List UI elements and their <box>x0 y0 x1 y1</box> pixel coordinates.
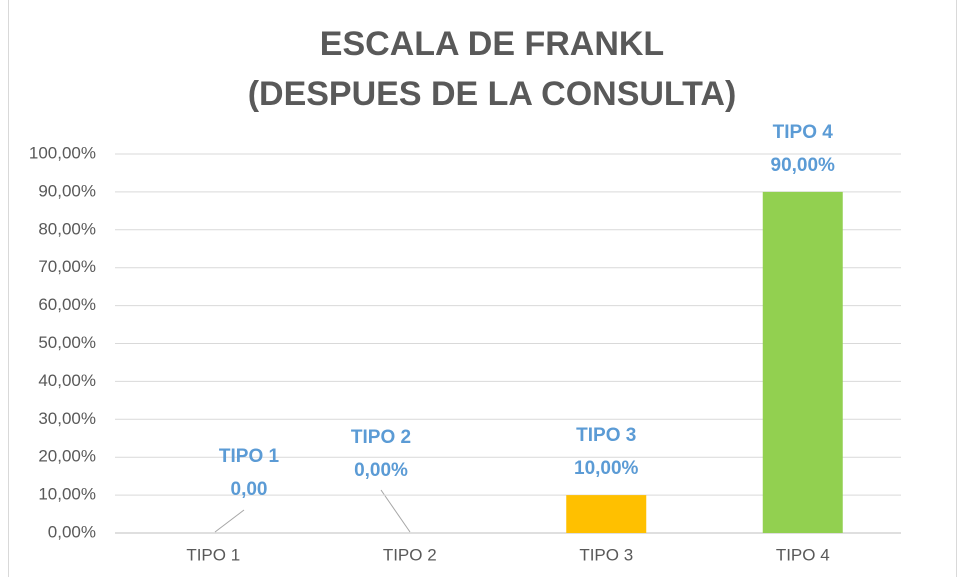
chart-title: ESCALA DE FRANKL <box>320 25 664 63</box>
y-tick-label: 20,00% <box>38 447 96 466</box>
y-tick-label: 40,00% <box>38 371 96 390</box>
data-label: 0,00% <box>354 460 408 481</box>
y-tick-label: 50,00% <box>38 333 96 352</box>
data-label: 90,00% <box>771 155 836 176</box>
data-label-category: TIPO 4 <box>773 122 834 143</box>
x-tick-label: TIPO 1 <box>186 545 240 564</box>
leader-line <box>214 509 245 533</box>
y-tick-label: 60,00% <box>38 295 96 314</box>
y-tick-label: 90,00% <box>38 181 96 200</box>
bar <box>762 191 843 533</box>
leader-line <box>380 489 411 533</box>
y-tick-label: 10,00% <box>38 485 96 504</box>
bar <box>566 495 647 533</box>
y-tick-label: 30,00% <box>38 409 96 428</box>
y-tick-label: 0,00% <box>48 522 96 541</box>
y-tick-label: 70,00% <box>38 257 96 276</box>
data-label: 0,00 <box>231 479 268 500</box>
chart-title: (DESPUES DE LA CONSULTA) <box>248 75 737 113</box>
data-label: 10,00% <box>574 458 639 479</box>
y-tick-label: 100,00% <box>29 143 96 162</box>
data-label-category: TIPO 1 <box>219 446 280 467</box>
data-label-category: TIPO 3 <box>576 425 636 446</box>
x-tick-label: TIPO 2 <box>383 545 437 564</box>
data-label-category: TIPO 2 <box>351 427 411 448</box>
x-tick-label: TIPO 3 <box>579 545 633 564</box>
y-tick-label: 80,00% <box>38 219 96 238</box>
x-tick-label: TIPO 4 <box>776 545 830 564</box>
